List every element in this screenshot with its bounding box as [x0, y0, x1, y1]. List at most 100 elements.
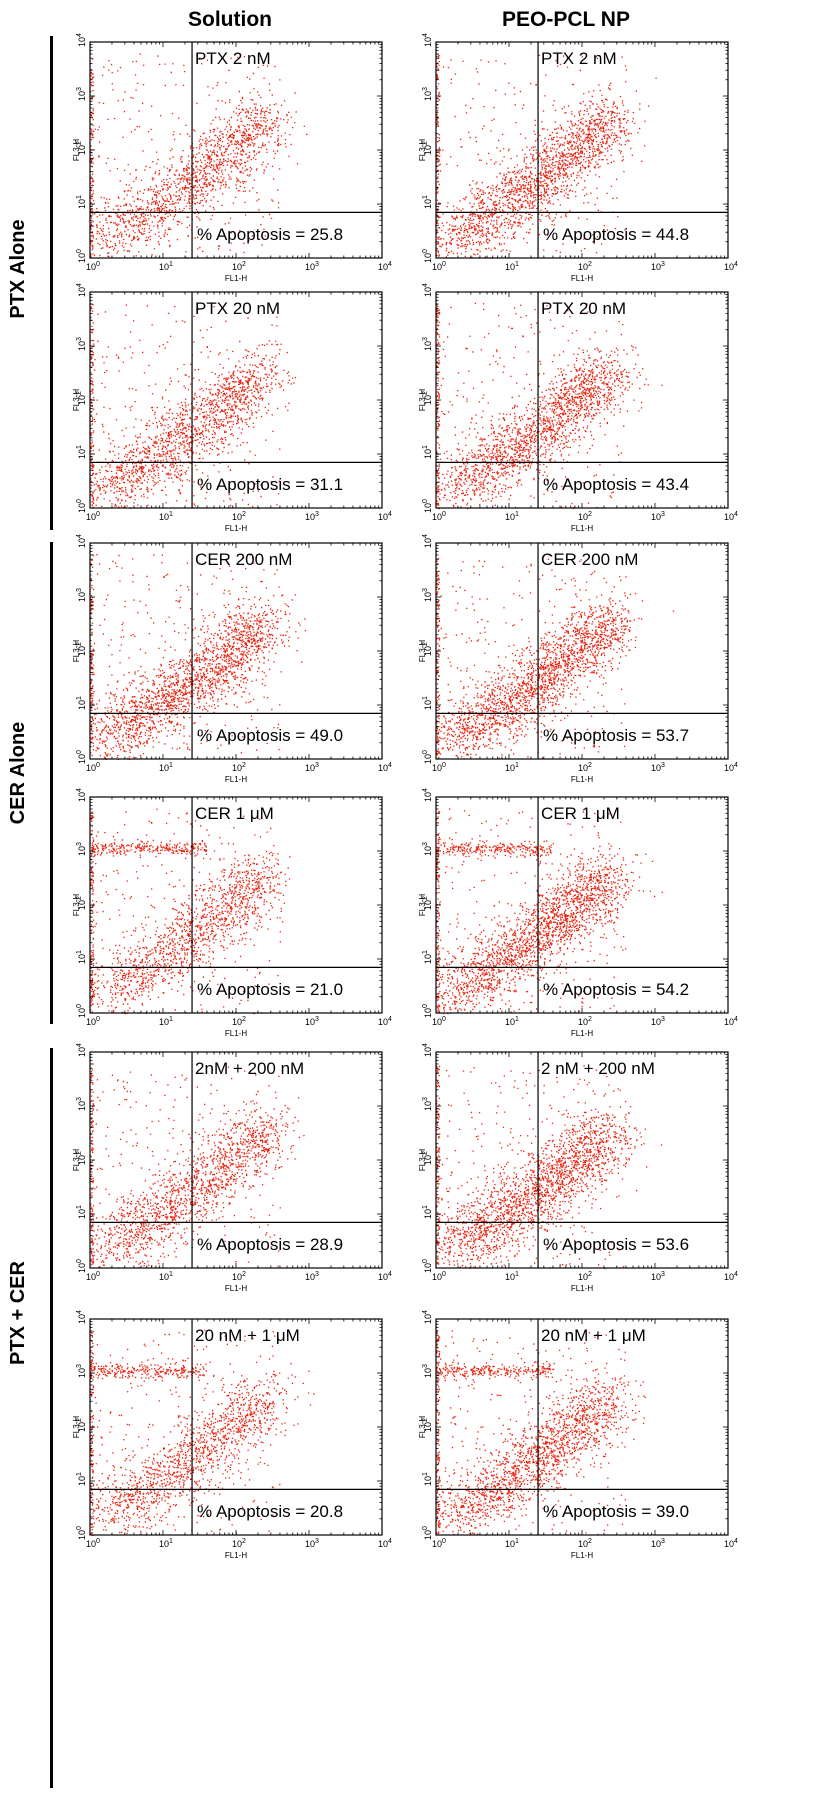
x-tick-label: 102 [578, 1016, 592, 1027]
scatter-dots [90, 554, 306, 761]
x-tick-label: 102 [578, 762, 592, 773]
x-tick-label: 102 [578, 1538, 592, 1549]
x-tick-label: 100 [86, 1271, 100, 1282]
x-axis-title: FL1-H [571, 1284, 593, 1293]
flow-plot-10: 100 101 102 103 104 100 101 102 103 104 FL1-H FL3-H… [418, 1043, 738, 1293]
x-tick-label: 103 [305, 511, 319, 522]
y-tick-label: 101 [76, 950, 87, 964]
y-tick-label: 104 [422, 534, 433, 548]
x-tick-label: 101 [505, 762, 519, 773]
y-tick-label: 102 [76, 896, 87, 910]
x-tick-label: 102 [232, 511, 246, 522]
y-tick-label: 101 [422, 696, 433, 710]
y-axis-title: FL3-H [418, 139, 427, 161]
y-axis-title: FL3-H [72, 1149, 81, 1171]
x-tick-label: 100 [432, 1538, 446, 1549]
event-points [90, 303, 297, 510]
event-points [90, 808, 291, 1015]
column-header-peo-pcl-np: PEO-PCL NP [502, 8, 630, 31]
event-points [436, 554, 675, 760]
y-tick-label: 101 [422, 1472, 433, 1486]
y-tick-label: 101 [76, 696, 87, 710]
y-tick-label: 104 [422, 1310, 433, 1324]
x-tick-label: 103 [305, 1538, 319, 1549]
flow-plot-1: 100 101 102 103 104 100 101 102 103 104 FL1-H FL3-H… [72, 33, 392, 283]
x-tick-label: 104 [378, 1016, 392, 1027]
axis-ticks [435, 292, 728, 509]
x-tick-label: 101 [505, 1538, 519, 1549]
y-tick-label: 103 [422, 337, 433, 351]
x-tick-label: 100 [86, 1016, 100, 1027]
sample-label: CER 1 μM [541, 804, 620, 823]
flow-plot-11: 100 101 102 103 104 100 101 102 103 104 FL1-H FL3-H… [72, 1310, 392, 1560]
event-points [436, 1330, 646, 1536]
y-axis-title: FL3-H [418, 389, 427, 411]
scatter-dots [436, 53, 657, 259]
sample-label: PTX 20 nM [195, 299, 280, 318]
y-tick-label: 102 [422, 141, 433, 155]
sample-label: CER 200 nM [541, 550, 638, 569]
y-tick-label: 102 [76, 642, 87, 656]
y-axis-title: FL3-H [72, 139, 81, 161]
y-tick-label: 103 [422, 1097, 433, 1111]
x-tick-label: 100 [432, 511, 446, 522]
y-tick-label: 101 [422, 1205, 433, 1219]
y-tick-label: 103 [76, 1097, 87, 1111]
x-axis-title: FL1-H [225, 274, 247, 283]
y-tick-label: 100 [76, 499, 87, 513]
x-tick-label: 103 [305, 1016, 319, 1027]
apoptosis-annotation: % Apoptosis = 53.6 [543, 1235, 689, 1254]
y-tick-label: 103 [422, 842, 433, 856]
axis-ticks [435, 543, 728, 760]
scatter-dots [436, 1330, 646, 1536]
x-tick-label: 101 [159, 1271, 173, 1282]
y-tick-label: 103 [422, 588, 433, 602]
flow-plot-3: 100 101 102 103 104 100 101 102 103 104 FL1-H FL3-H… [72, 283, 392, 533]
axis-ticks [435, 1319, 728, 1536]
y-tick-label: 101 [76, 1205, 87, 1219]
sample-label: 2 nM + 200 nM [541, 1059, 655, 1078]
sample-label: CER 200 nM [195, 550, 292, 569]
apoptosis-annotation: % Apoptosis = 44.8 [543, 225, 689, 244]
y-axis-title: FL3-H [418, 640, 427, 662]
y-tick-label: 100 [422, 249, 433, 263]
x-tick-label: 103 [651, 1538, 665, 1549]
group-bracket-ptx-alone [50, 36, 53, 530]
axis-ticks [89, 1319, 382, 1536]
x-tick-label: 100 [86, 762, 100, 773]
event-points [90, 1329, 315, 1536]
apoptosis-annotation: % Apoptosis = 28.9 [197, 1235, 343, 1254]
sample-label: 2nM + 200 nM [195, 1059, 304, 1078]
y-tick-label: 101 [422, 445, 433, 459]
y-tick-label: 103 [76, 588, 87, 602]
sample-label: 20 nM + 1 μM [541, 1326, 646, 1345]
x-tick-label: 103 [651, 762, 665, 773]
y-axis-title: FL3-H [72, 640, 81, 662]
y-tick-label: 104 [76, 788, 87, 802]
x-tick-label: 101 [505, 1271, 519, 1282]
y-tick-label: 104 [422, 33, 433, 47]
x-tick-label: 100 [86, 1538, 100, 1549]
y-tick-label: 102 [422, 1418, 433, 1432]
axis-ticks [435, 42, 728, 259]
apoptosis-annotation: % Apoptosis = 54.2 [543, 980, 689, 999]
scatter-dots [90, 1329, 315, 1536]
scatter-dots [436, 1065, 663, 1270]
flow-plot-5: 100 101 102 103 104 100 101 102 103 104 FL1-H FL3-H… [72, 534, 392, 784]
sample-label: PTX 2 nM [541, 49, 617, 68]
x-axis-title: FL1-H [571, 274, 593, 283]
flow-plot-7: 100 101 102 103 104 100 101 102 103 104 FL1-H FL3-H… [72, 788, 392, 1038]
x-tick-label: 104 [724, 1016, 738, 1027]
x-tick-label: 101 [505, 1016, 519, 1027]
y-tick-label: 102 [422, 391, 433, 405]
apoptosis-annotation: % Apoptosis = 43.4 [543, 475, 689, 494]
apoptosis-annotation: % Apoptosis = 49.0 [197, 726, 343, 745]
x-tick-label: 104 [724, 261, 738, 272]
x-tick-label: 104 [378, 1271, 392, 1282]
y-tick-label: 104 [422, 788, 433, 802]
y-tick-label: 104 [422, 283, 433, 297]
x-tick-label: 103 [651, 511, 665, 522]
x-tick-label: 104 [724, 1538, 738, 1549]
y-tick-label: 100 [76, 1259, 87, 1273]
y-tick-label: 104 [76, 534, 87, 548]
